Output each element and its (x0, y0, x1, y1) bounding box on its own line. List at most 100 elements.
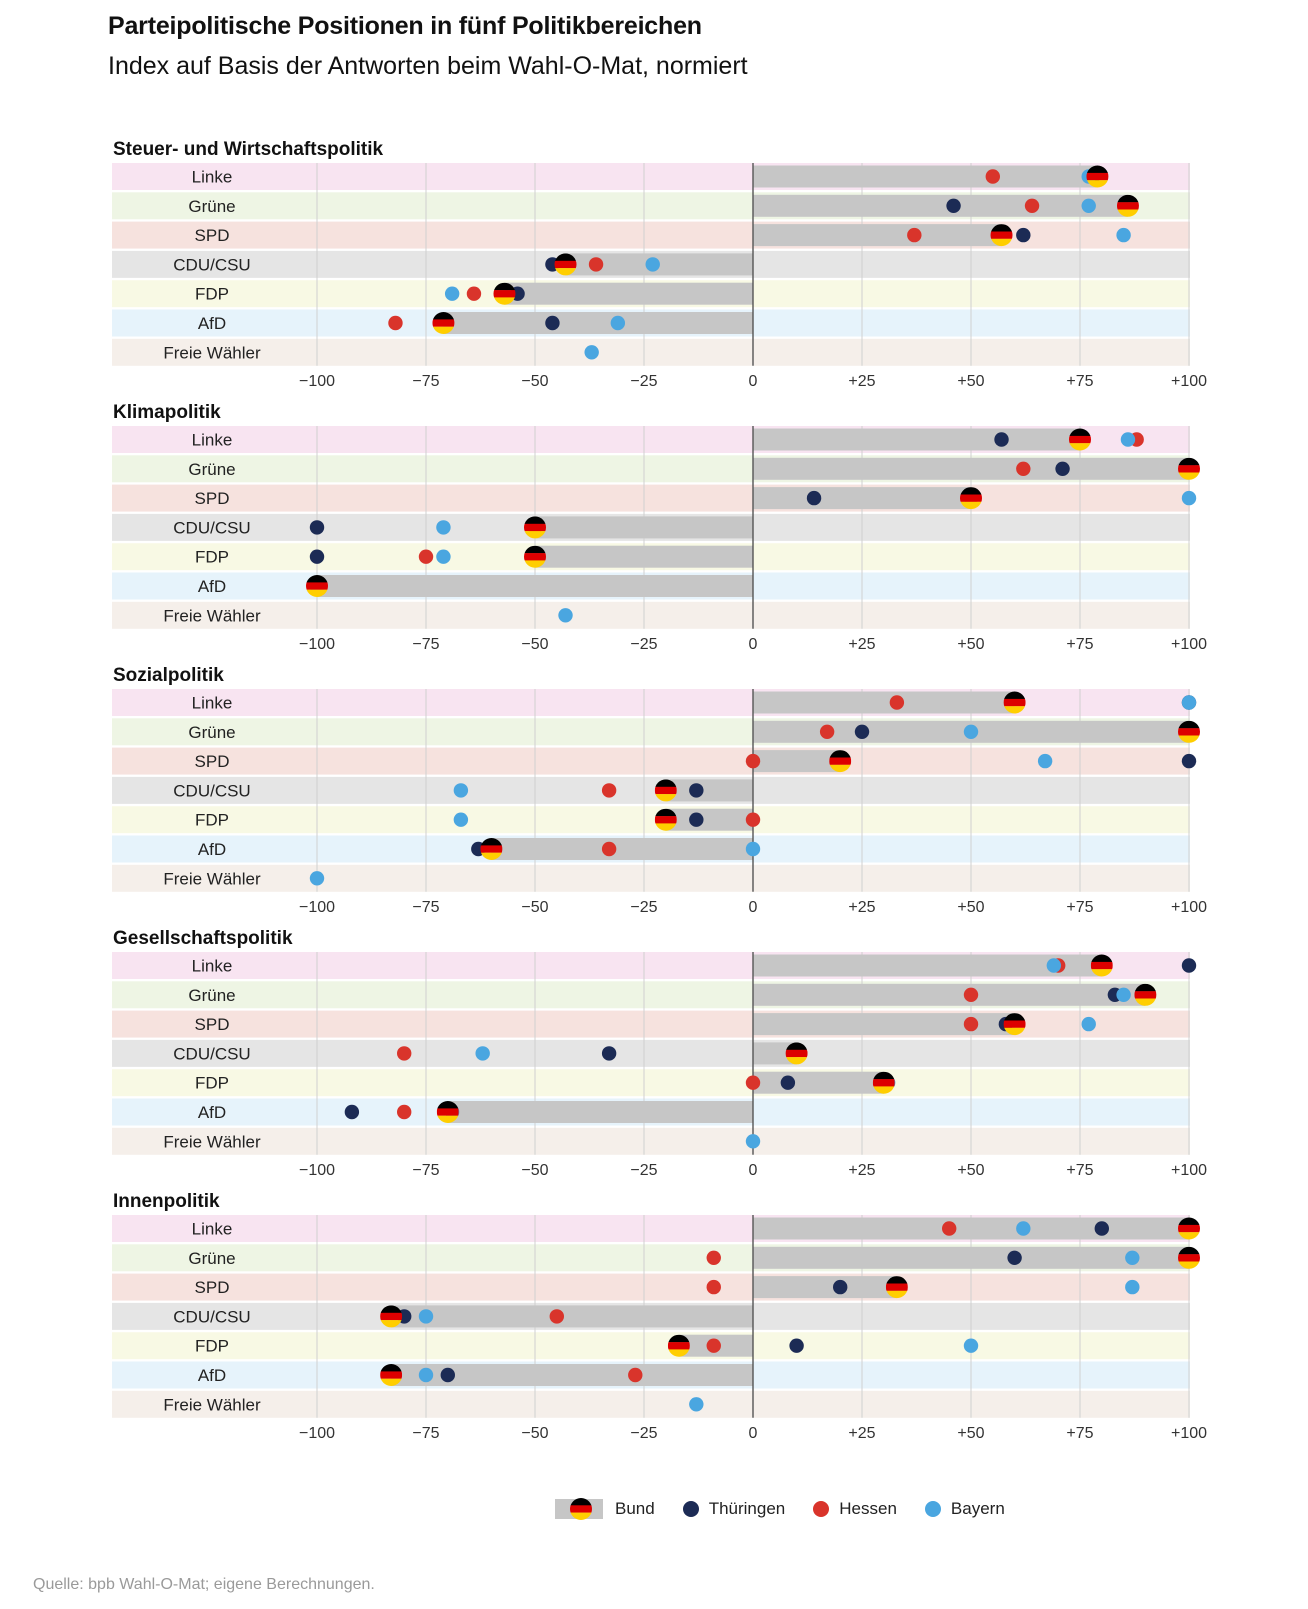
bar-bund-spd (753, 224, 1002, 247)
row-label-fdp: FDP (195, 811, 229, 830)
dot-bund-linke (1178, 1217, 1200, 1240)
bar-bund-linke (753, 428, 1080, 451)
bar-bund-linke (753, 165, 1098, 188)
flag-stripe-gold (1086, 180, 1109, 188)
dot-bayern-linke (1046, 958, 1062, 973)
tick-label: −25 (630, 1162, 657, 1179)
flag-stripe-gold (493, 297, 516, 305)
flag-stripe-gold (654, 794, 677, 802)
flag-stripe-black (480, 838, 503, 846)
row-label-fdp: FDP (195, 285, 229, 304)
flag-stripes (524, 545, 546, 568)
flag-stripe-black (654, 779, 677, 787)
flag-stripe-red (667, 1342, 690, 1350)
flag-stripe-black (1090, 954, 1113, 963)
row-label-spd: SPD (195, 489, 230, 508)
flag-stripes (1116, 194, 1139, 217)
tick-label: −100 (299, 636, 335, 653)
dot-bund-spd (960, 487, 982, 510)
dot-bund-gruene (1134, 983, 1157, 1006)
dot-thueringen-cdu-csu (601, 1046, 617, 1061)
flag-stripe-black (380, 1364, 403, 1372)
dot-bund-fdp (667, 1334, 690, 1357)
dot-bund-cdu-csu (785, 1042, 808, 1065)
dot-bund-fdp (524, 545, 546, 568)
bar-bund-afd (447, 1101, 753, 1123)
dot-thueringen-linke (994, 432, 1009, 447)
tick-label: +50 (957, 373, 984, 390)
row-band-spd (112, 484, 1190, 512)
dot-bund-linke (1003, 691, 1026, 714)
dot-bayern-fdp (963, 1338, 979, 1353)
tick-label: −25 (630, 899, 657, 916)
flag-stripe-black (1178, 1246, 1200, 1255)
legend-swatch-bund (555, 1498, 603, 1520)
dot-hessen-linke (889, 695, 905, 710)
row-label-gruene: Grüne (188, 986, 235, 1005)
row-band-freie-waehler (112, 1390, 1190, 1418)
dot-thueringen-cdu-csu (309, 520, 325, 535)
flag-stripes (667, 1334, 690, 1357)
flag-stripe-gold (306, 589, 328, 597)
panel-steuer-und-wirtschaftspolitik: Steuer- und Wirtschaftspolitik Linke Grüne… (112, 139, 1207, 390)
bar-bund-linke (753, 691, 1015, 714)
flag-stripe-gold (380, 1320, 403, 1328)
flag-stripe-gold (1178, 735, 1200, 743)
tick-label: +50 (957, 1162, 984, 1179)
row-label-cdu-csu: CDU/CSU (173, 1307, 250, 1326)
dot-thueringen-gruene (1007, 1250, 1022, 1266)
row-label-spd: SPD (195, 226, 230, 245)
dot-thueringen-spd (1181, 753, 1197, 769)
dot-thueringen-linke (1094, 1221, 1110, 1236)
flag-stripe-black (306, 575, 328, 583)
flag-stripe-gold (1178, 1232, 1200, 1240)
flag-stripes (1003, 691, 1026, 714)
row-band-spd (112, 747, 1190, 775)
dot-bayern-afd (418, 1367, 434, 1383)
row-label-gruene: Grüne (188, 197, 235, 216)
flag-stripe-gold (432, 326, 455, 334)
dot-hessen-spd (706, 1279, 721, 1295)
dot-bayern-cdu-csu (475, 1046, 490, 1061)
flag-stripe-gold (654, 823, 677, 831)
legend-label-bund: Bund (615, 1499, 655, 1518)
legend-swatch-hessen (813, 1501, 830, 1517)
row-band-fdp (112, 1069, 1190, 1097)
dot-bund-fdp (493, 282, 516, 305)
dot-bayern-freie-waehler (584, 345, 599, 360)
row-label-freie-waehler: Freie Wähler (163, 1132, 261, 1151)
chart-title: Parteipolitische Positionen in fünf Poli… (108, 12, 702, 40)
row-label-freie-waehler: Freie Wähler (163, 1395, 261, 1414)
flag-stripes (654, 779, 677, 802)
tick-label: −75 (412, 899, 439, 916)
dot-hessen-afd (628, 1367, 643, 1383)
dot-bayern-gruene (1116, 987, 1131, 1002)
flag-stripe-gold (436, 1115, 459, 1123)
tick-label: +25 (848, 636, 875, 653)
flag-stripe-red (1178, 728, 1200, 736)
dot-bayern-linke (1016, 1221, 1031, 1236)
dot-hessen-afd (397, 1104, 412, 1120)
legend-label-thueringen: Thüringen (708, 1499, 786, 1518)
dot-bayern-freie-waehler (689, 1397, 704, 1412)
flag-stripe-red (654, 816, 677, 824)
row-label-linke: Linke (192, 431, 233, 450)
row-label-spd: SPD (195, 1015, 230, 1034)
dot-bund-gruene (1178, 1246, 1200, 1269)
dot-bayern-gruene (1081, 198, 1096, 213)
tick-label: −50 (521, 1425, 548, 1442)
dot-thueringen-fdp (309, 549, 325, 564)
bar-bund-gruene (753, 457, 1189, 480)
dot-bund-linke (1086, 165, 1109, 188)
dot-thueringen-spd (1016, 227, 1031, 243)
dot-bayern-freie-waehler (558, 608, 573, 623)
dot-hessen-gruene (1016, 461, 1031, 476)
row-label-freie-waehler: Freie Wähler (163, 606, 261, 625)
flag-stripe-red (785, 1049, 808, 1058)
row-label-afd: AfD (198, 840, 226, 859)
flag-stripes (1086, 165, 1109, 188)
legend-item-hessen: Hessen (811, 1499, 897, 1519)
flag-stripes (990, 224, 1013, 247)
panel-innenpolitik: Innenpolitik Linke Grüne SPD CDU/CSU FDP AfD Fr… (112, 1191, 1207, 1442)
dot-hessen-fdp (745, 1075, 761, 1090)
